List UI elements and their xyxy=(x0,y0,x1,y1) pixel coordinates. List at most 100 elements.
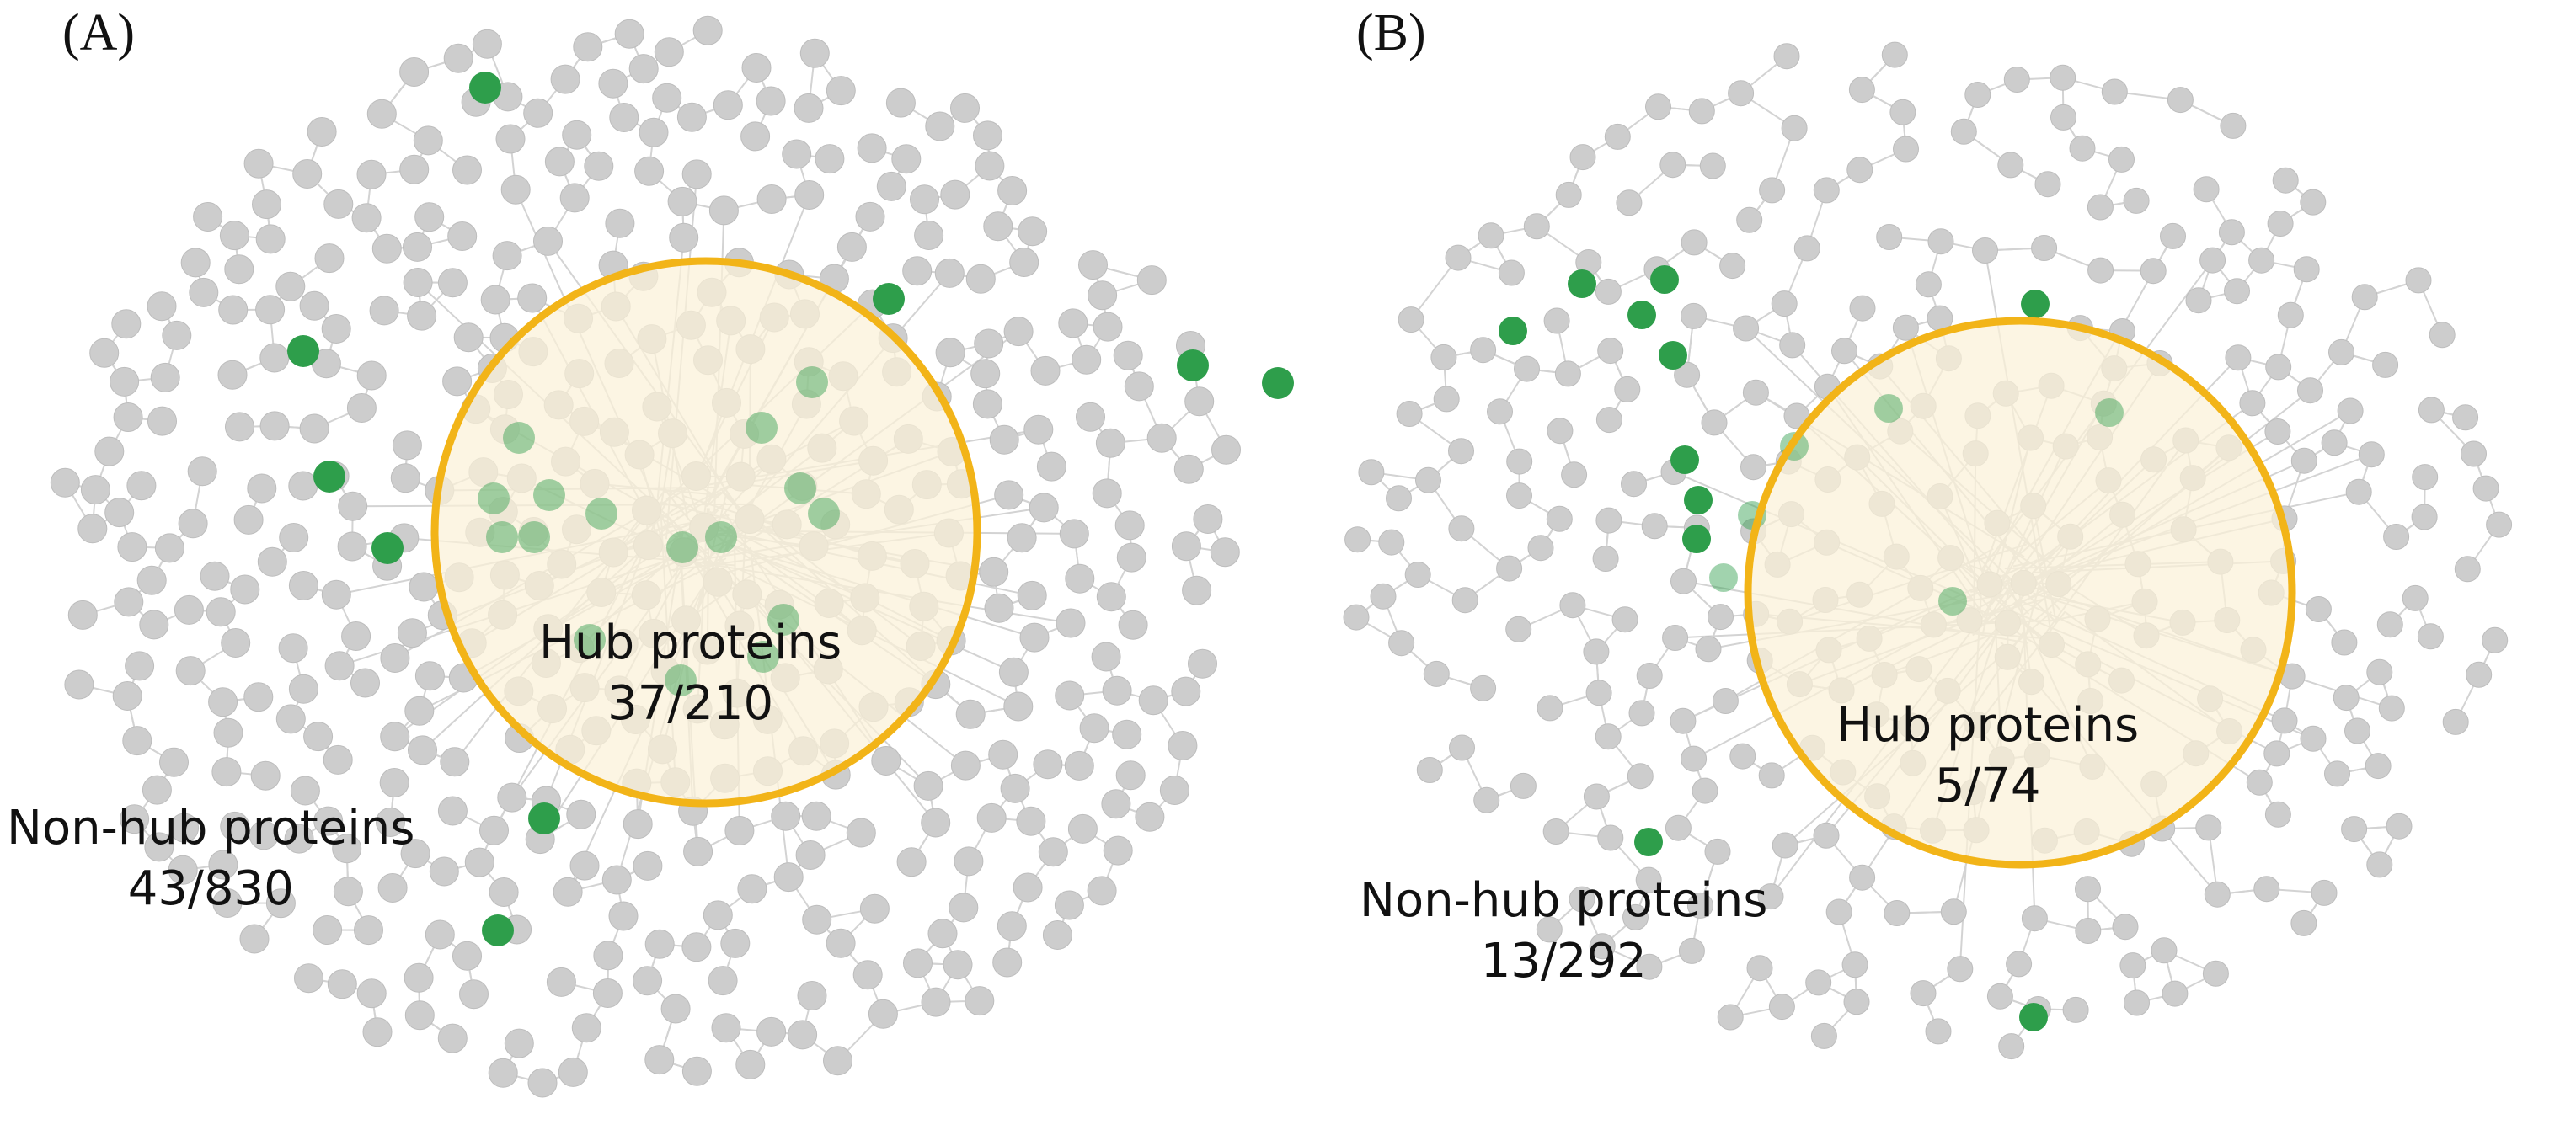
highlighted-protein-node xyxy=(1659,341,1687,370)
protein-node xyxy=(369,296,399,326)
protein-node xyxy=(605,208,635,238)
protein-node xyxy=(1506,482,1532,509)
protein-node xyxy=(852,960,883,990)
protein-node xyxy=(973,120,1002,151)
protein-node xyxy=(1416,757,1443,783)
protein-node xyxy=(1621,471,1647,498)
protein-node xyxy=(356,159,387,189)
protein-node xyxy=(1986,983,2013,1010)
highlighted-protein-node xyxy=(2021,290,2050,318)
highlighted-hub-node xyxy=(665,664,697,696)
highlighted-hub-node xyxy=(666,531,698,563)
protein-node xyxy=(112,681,142,711)
hub-ring xyxy=(430,257,981,808)
protein-node xyxy=(1029,493,1059,523)
protein-node xyxy=(2290,909,2317,936)
protein-node xyxy=(220,811,250,841)
protein-node xyxy=(104,498,135,528)
protein-node xyxy=(1717,1004,1744,1031)
protein-node xyxy=(2366,851,2393,878)
protein-node xyxy=(2253,876,2280,903)
highlighted-protein-node xyxy=(287,335,319,367)
hub-caption-a: Hub proteins 37/210 xyxy=(539,613,842,733)
protein-node xyxy=(1451,587,1478,614)
highlighted-protein-node xyxy=(1627,301,1656,329)
protein-node xyxy=(64,669,94,700)
protein-node xyxy=(1065,563,1095,594)
protein-node xyxy=(142,775,172,805)
protein-node xyxy=(1805,969,1832,996)
protein-node xyxy=(1681,745,1708,772)
protein-node xyxy=(206,597,236,627)
protein-node xyxy=(218,295,249,325)
highlighted-hub-node xyxy=(574,624,606,656)
protein-node xyxy=(1595,407,1622,434)
protein-node xyxy=(1701,409,1728,436)
protein-node xyxy=(159,747,189,777)
protein-node xyxy=(208,687,238,717)
protein-node xyxy=(94,436,125,466)
protein-node xyxy=(403,268,433,297)
protein-node xyxy=(855,201,885,232)
protein-node xyxy=(756,1016,787,1047)
protein-node xyxy=(2383,524,2410,550)
protein-node xyxy=(2271,707,2298,734)
protein-node xyxy=(1585,680,1612,706)
protein-node xyxy=(169,813,200,843)
panel-a: (A) Hub proteins 37/210 Non-hub proteins… xyxy=(7,7,1294,1098)
protein-node xyxy=(954,846,984,877)
protein-node xyxy=(2297,377,2323,404)
protein-node xyxy=(1736,206,1763,233)
protein-node xyxy=(488,1058,518,1088)
protein-node xyxy=(623,809,653,840)
protein-node xyxy=(1093,312,1123,342)
protein-node xyxy=(2402,584,2429,611)
protein-node xyxy=(955,699,986,729)
protein-node xyxy=(425,919,455,950)
protein-node xyxy=(2378,695,2405,722)
protein-node xyxy=(1404,562,1431,588)
protein-node xyxy=(708,966,738,996)
highlighted-hub-node xyxy=(796,366,828,398)
protein-node xyxy=(737,874,767,904)
protein-node xyxy=(801,801,831,831)
protein-node xyxy=(1445,244,1472,271)
highlighted-hub-node xyxy=(747,641,779,673)
protein-node xyxy=(1686,892,1713,919)
protein-node xyxy=(211,757,242,787)
protein-node xyxy=(2075,876,2101,903)
protein-node xyxy=(992,947,1023,978)
protein-node xyxy=(2124,989,2150,1016)
protein-node xyxy=(1188,648,1217,679)
nonhub-caption-count-a: 43/830 xyxy=(127,861,294,916)
protein-node xyxy=(303,722,334,752)
protein-node xyxy=(566,799,596,829)
highlighted-protein-node xyxy=(1650,265,1679,294)
protein-node xyxy=(1849,295,1876,322)
protein-node xyxy=(2365,753,2392,780)
protein-node xyxy=(891,144,922,174)
protein-node xyxy=(1095,428,1125,458)
protein-node xyxy=(1881,41,1908,68)
protein-node xyxy=(1543,307,1570,334)
protein-node xyxy=(1470,337,1497,364)
protein-node xyxy=(2264,801,2291,828)
protein-node xyxy=(1003,691,1034,722)
protein-node xyxy=(1023,414,1054,445)
protein-node xyxy=(1712,688,1739,714)
protein-node xyxy=(380,643,410,673)
protein-node xyxy=(644,929,675,959)
protein-node xyxy=(2482,626,2509,653)
protein-node xyxy=(1514,355,1540,382)
protein-node xyxy=(299,290,329,321)
protein-node xyxy=(1042,920,1072,950)
protein-node xyxy=(2050,64,2076,91)
protein-node xyxy=(120,804,150,834)
protein-node xyxy=(997,911,1027,941)
protein-node xyxy=(288,471,318,501)
protein-node xyxy=(255,224,286,254)
protein-node xyxy=(735,1049,766,1079)
protein-node xyxy=(437,796,468,826)
protein-node xyxy=(1849,864,1876,891)
protein-node xyxy=(639,117,669,147)
